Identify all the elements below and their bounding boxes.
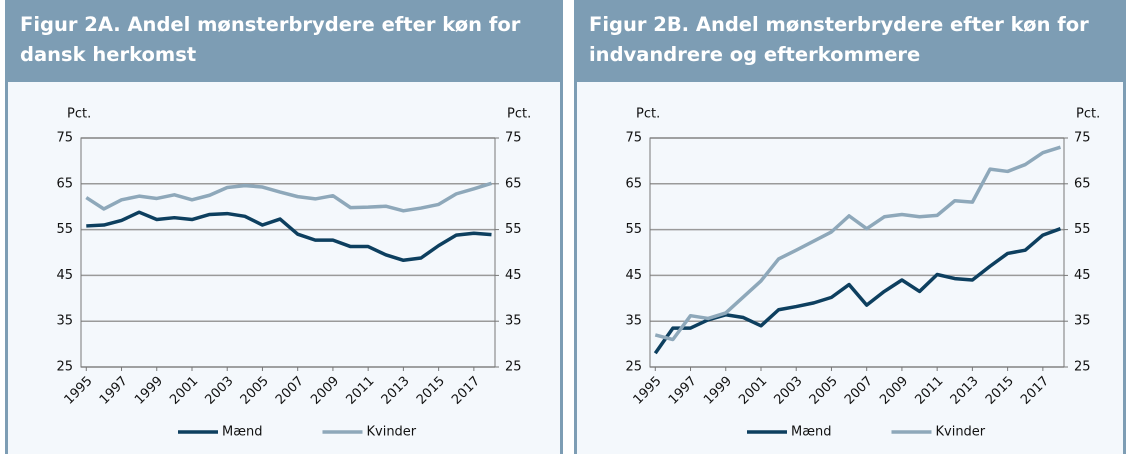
x-tick-label: 2003: [772, 374, 806, 408]
y2-tick-label: 65: [1074, 176, 1091, 191]
x-tick-label: 2015: [983, 374, 1017, 408]
x-tick-label: 1999: [701, 374, 735, 408]
chart-title: Figur 2A. Andel mønsterbrydere efter køn…: [8, 0, 560, 82]
y2-tick-label: 45: [505, 268, 522, 283]
y-tick-label: 75: [625, 131, 642, 146]
y-tick-label: 65: [56, 176, 73, 191]
x-tick-label: 2011: [912, 374, 946, 408]
y2-tick-label: 25: [505, 360, 522, 375]
x-tick-label: 2001: [167, 374, 201, 408]
x-tick-label: 2009: [877, 374, 911, 408]
x-tick-label: 2011: [343, 374, 377, 408]
y2-tick-label: 25: [1074, 360, 1091, 375]
y-tick-label: 45: [56, 268, 73, 283]
x-tick-label: 1995: [62, 374, 96, 408]
y2-tick-label: 75: [1074, 131, 1091, 146]
y2-tick-label: 45: [1074, 268, 1091, 283]
chart: Pct. Pct. 25 35 45 55 65 75 25 35 45 55 65 75 1995 1997…: [625, 107, 1100, 440]
panel: Figur 2A. Andel mønsterbrydere efter køn…: [5, 0, 563, 454]
y2-tick-label: 55: [505, 222, 522, 237]
y2-tick-label: 35: [1074, 314, 1091, 329]
x-tick-label: 1999: [132, 374, 166, 408]
y-tick-label: 75: [56, 131, 73, 146]
y2-axis-label: Pct.: [1076, 107, 1100, 122]
x-tick-label: 2009: [308, 374, 342, 408]
y-tick-label: 35: [56, 314, 73, 329]
y2-tick-label: 35: [505, 314, 522, 329]
legend-label: Mænd: [791, 425, 831, 440]
panel: Figur 2B. Andel mønsterbrydere efter køn…: [574, 0, 1126, 454]
y2-tick-label: 75: [505, 131, 522, 146]
x-tick-label: 1997: [666, 374, 700, 408]
y-tick-label: 55: [625, 222, 642, 237]
y2-tick-label: 55: [1074, 222, 1091, 237]
y-tick-label: 55: [56, 222, 73, 237]
plot-frame: [80, 137, 496, 368]
legend-label: Mænd: [222, 425, 262, 440]
y2-tick-label: 65: [505, 176, 522, 191]
data-line: [86, 210, 492, 263]
x-tick-label: 1995: [631, 374, 665, 408]
data-line: [654, 145, 1061, 342]
y-tick-label: 65: [625, 176, 642, 191]
legend-label: Kvinder: [935, 425, 985, 440]
y-tick-label: 45: [625, 268, 642, 283]
chart-title: Figur 2B. Andel mønsterbrydere efter køn…: [577, 0, 1123, 82]
x-tick-label: 2005: [807, 374, 841, 408]
chart: Pct. Pct. 25 35 45 55 65 75 25 35 45 55 65 75 1995 1997…: [56, 107, 531, 440]
legend-label: Kvinder: [366, 425, 416, 440]
x-tick-label: 2013: [948, 374, 982, 408]
y-axis-label: Pct.: [636, 107, 660, 122]
data-line: [85, 181, 492, 213]
y-tick-label: 35: [625, 314, 642, 329]
x-tick-label: 2015: [414, 374, 448, 408]
x-tick-label: 2001: [736, 374, 770, 408]
y2-axis-label: Pct.: [507, 107, 531, 122]
plot-frame: [649, 137, 1065, 368]
x-tick-label: 2005: [238, 374, 272, 408]
x-tick-label: 2017: [1018, 374, 1052, 408]
y-tick-label: 25: [625, 360, 642, 375]
x-tick-label: 2017: [449, 374, 483, 408]
y-tick-label: 25: [56, 360, 73, 375]
x-tick-label: 2007: [842, 374, 876, 408]
x-tick-label: 2007: [273, 374, 307, 408]
x-tick-label: 2003: [203, 374, 237, 408]
y-axis-label: Pct.: [67, 107, 91, 122]
x-tick-label: 1997: [97, 374, 131, 408]
x-tick-label: 2013: [379, 374, 413, 408]
data-line: [653, 227, 1062, 355]
